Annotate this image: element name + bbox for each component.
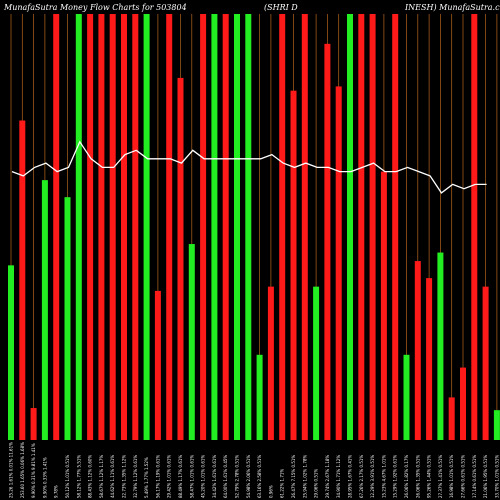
x-tick-label: 25.94% 1.02% 1.78% [302, 455, 307, 498]
bar [414, 261, 421, 440]
x-tick-label: 64.00% 1.61% 0.45% [223, 455, 228, 498]
bar [256, 354, 263, 440]
x-tick-label: 27.37% 1.41% 0.51% [438, 455, 443, 498]
x-tick-label: 56.17% 1.19% 0.61% [155, 455, 160, 498]
bar [30, 408, 37, 440]
bar [324, 43, 331, 440]
x-tick-label: 95.26% 1.44% 0.51% [427, 455, 432, 498]
bar [448, 397, 455, 440]
bar [154, 290, 161, 440]
x-tick-label: 26.06% 1.35% 0.51% [415, 455, 420, 498]
x-tick-label: 27.66% 0.61% 0.51% [461, 455, 466, 498]
bar [460, 367, 466, 440]
bar [471, 14, 478, 440]
bar [426, 278, 433, 440]
x-tick-label: 33.70% 1.01% 0.51% [494, 455, 499, 498]
x-tick-label: 9.78% [54, 485, 59, 498]
x-tick-label: 28.95% 1.67% 0.41% [348, 455, 353, 498]
x-tick-label: 50.12% 1.01% 0.51% [65, 455, 70, 498]
bar [482, 286, 489, 440]
x-tick-label: 54.98% 2.06% 0.51% [246, 455, 251, 498]
x-tick-label: 17.14% 0.61% 0.51% [472, 455, 477, 498]
bar-series [8, 14, 500, 441]
bar [369, 14, 376, 440]
x-tick-label: 34.42% 1.61% 0.61% [212, 455, 217, 498]
x-tick-label: 58.67% 1.12% 1.17% [99, 455, 104, 498]
bar [301, 14, 308, 440]
bar [87, 14, 94, 440]
bar [222, 14, 229, 440]
x-tick-label: 63.16% 2.58% 0.51% [257, 455, 262, 498]
x-tick-label: 61.22% 1.71% [280, 469, 285, 498]
x-tick-label: 5.49% 1.77% 1.52% [144, 457, 149, 498]
bar [53, 14, 60, 440]
bar [493, 410, 500, 440]
bar [403, 354, 410, 440]
bar [109, 14, 116, 440]
x-tick-label: 88.49% 1.17% 0.61% [178, 455, 183, 498]
x-tick-label: 22.73% 1.35% 1.12% [122, 455, 127, 498]
x-tick-label: 25.26 1.61% 0.01% 11.61% [9, 442, 14, 498]
x-tick-label: 16.98% 1.01% 0.51% [449, 455, 454, 498]
bar [380, 171, 387, 440]
x-tick-label: 44.62% 1.11% 0.61% [110, 455, 115, 498]
x-tick-label: 15.29% 1.92% 0.61% [393, 455, 398, 498]
x-tick-label: 26.06% 1.82% 0.17% [404, 455, 409, 498]
chart-title-mid: (SHRI D [264, 3, 298, 12]
x-tick-label: 58.47% 1.01% 0.61% [189, 455, 194, 498]
x-tick-label: 26.47% 7.15% 0.51% [291, 455, 296, 498]
bar [245, 14, 252, 440]
x-tick-label: 29.42% 1.01% 0.61% [167, 455, 172, 498]
bar [313, 286, 320, 440]
bar [358, 14, 365, 440]
bar [98, 14, 105, 440]
bar [188, 244, 195, 440]
bar [41, 180, 48, 440]
bar [347, 14, 353, 440]
bar [166, 14, 173, 440]
bar [335, 86, 342, 441]
x-tick-label: 34.90% 1.71% 1.12% [336, 455, 341, 498]
x-tick-label: 32.79% 1.12% 0.61% [133, 455, 138, 498]
bar [143, 14, 150, 440]
bar [19, 120, 26, 440]
bar [279, 14, 286, 440]
bar [211, 14, 218, 440]
chart-title-right: INESH) MunafaSutra.com [404, 3, 500, 12]
bar [121, 14, 127, 440]
x-tick-label: 52.79% 2.78% 0.51% [235, 455, 240, 498]
bar [267, 286, 274, 440]
x-tick-label: 21.06% 1.95% 0.51% [483, 455, 488, 498]
x-tick-label: 0.96% [268, 485, 273, 498]
x-tick-labels: 25.26 1.61% 0.01% 11.61% 253.60 1.65% 0.0… [9, 442, 500, 498]
bar [75, 14, 82, 440]
x-tick-label: 12.29% 3.91% 0.51% [370, 455, 375, 498]
x-tick-label: 253.60 1.65% 0.06% 1.68% [20, 442, 25, 498]
bar [200, 14, 207, 440]
chart-title-left: MunafaSutra Money Flow Charts for 503804 [3, 3, 187, 12]
x-tick-label: 29.06% 0.51% [314, 469, 319, 498]
x-tick-label: 9.90% 0.33% 1.41% [42, 457, 47, 498]
bar [177, 77, 184, 441]
x-tick-label: 29.74% 2.67% 1.18% [325, 455, 330, 498]
bar [290, 90, 297, 441]
flow-line [11, 140, 487, 194]
x-tick-label: 58.12% 1.77% 5.51% [76, 455, 81, 498]
bar [234, 14, 240, 440]
x-tick-label: 45.20% 1.01% 0.61% [201, 455, 206, 498]
x-tick-label: 88.43% 1.12% 0.60% [88, 455, 93, 498]
bar [392, 14, 399, 440]
bar [437, 252, 444, 440]
bar [132, 14, 139, 440]
x-tick-label: 67.26% 2.17% 0.51% [359, 455, 364, 498]
bar [8, 265, 14, 440]
x-tick-label: 9.90% 0.31% 9.81% 1.41% [31, 443, 36, 498]
x-tick-label: 15.23% 4.67% 1.01% [381, 455, 386, 498]
bar [64, 197, 71, 440]
